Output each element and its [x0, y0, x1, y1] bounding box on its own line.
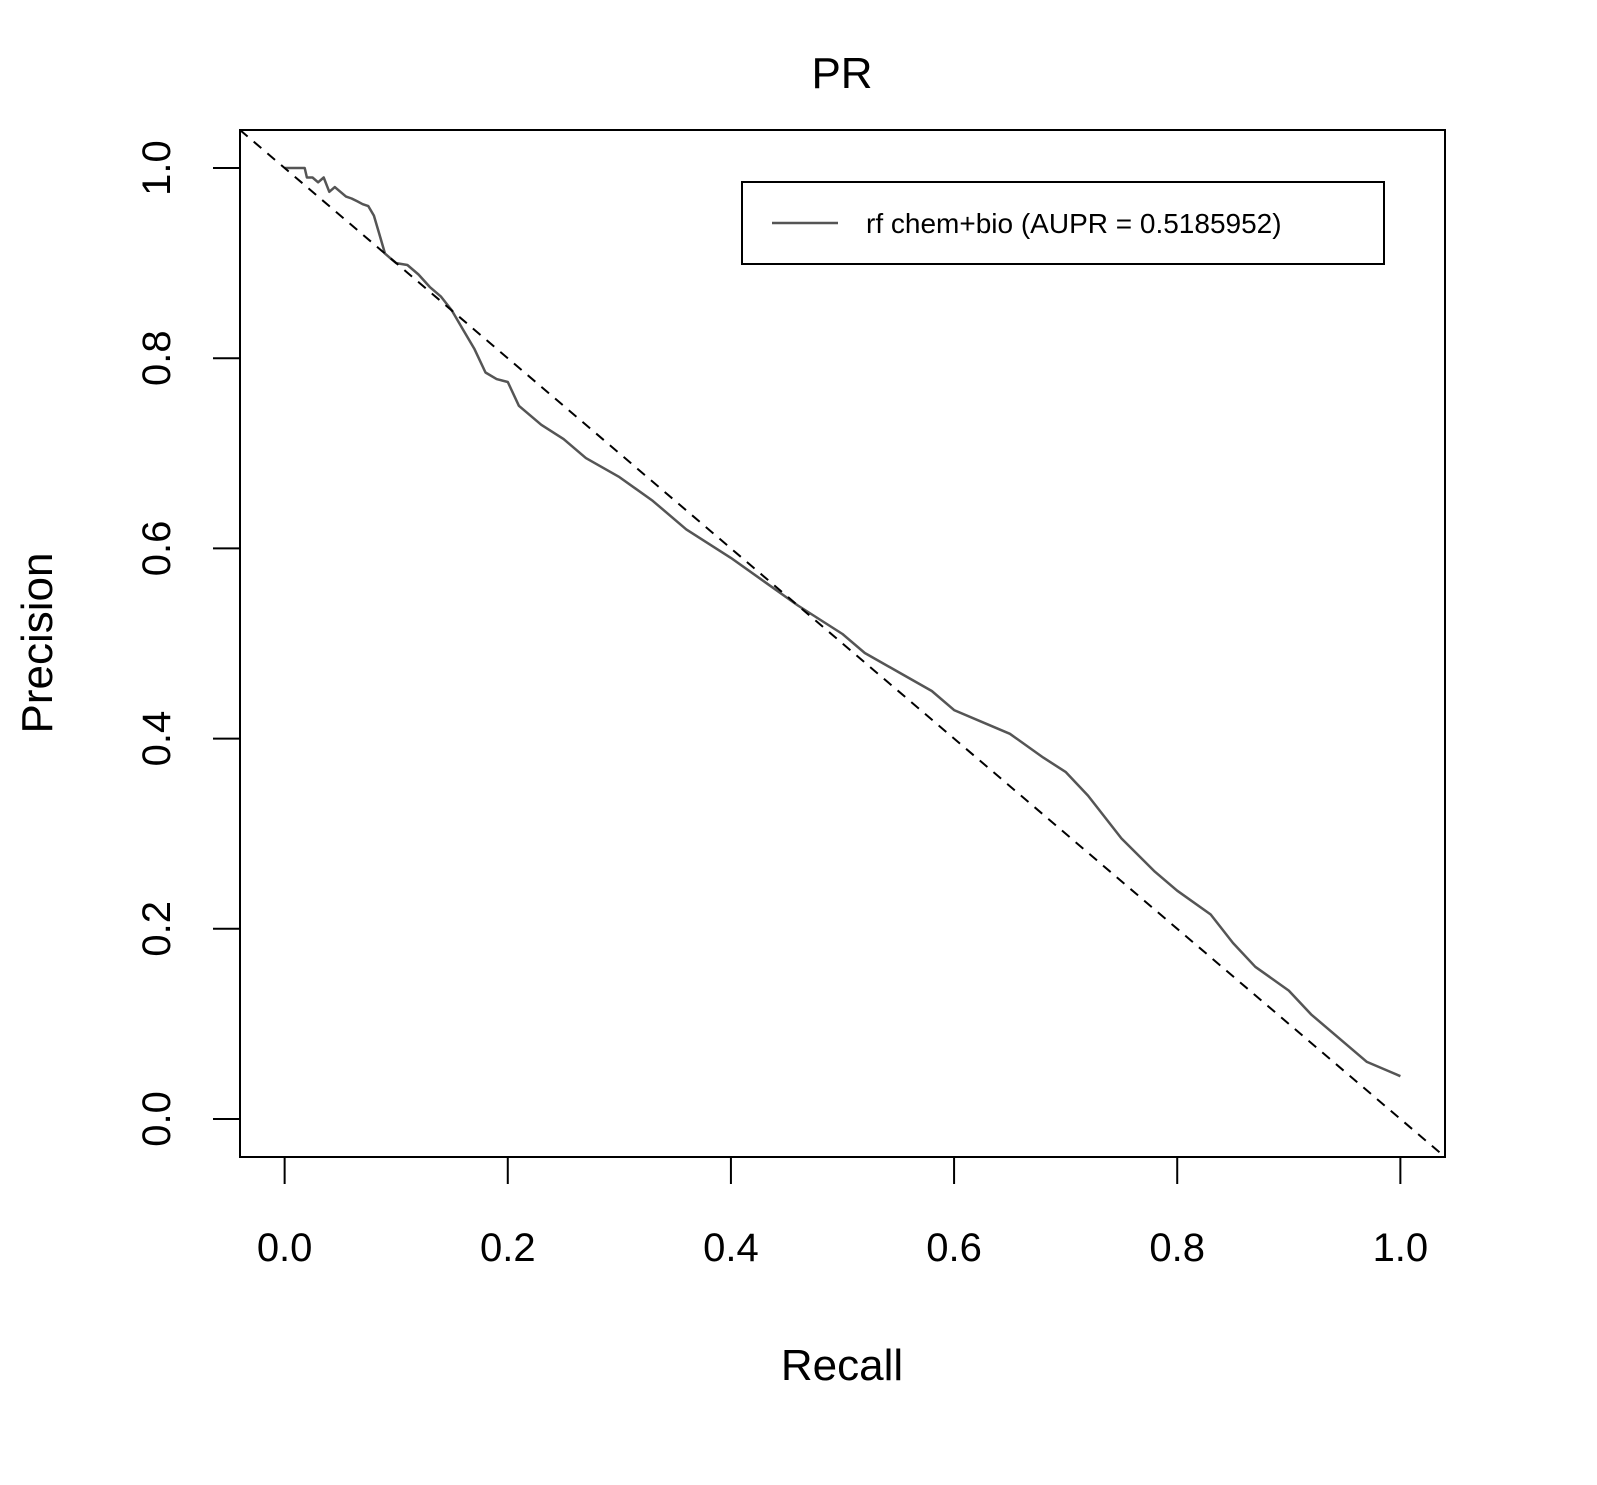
y-axis: 0.0 0.2 0.4 0.6 0.8 1.0 — [135, 140, 241, 1147]
legend-box — [741, 181, 1385, 265]
pr-curve-line — [284, 166, 1401, 1078]
y-axis-title: Precision — [13, 553, 62, 734]
x-axis-title: Recall — [781, 1341, 903, 1390]
series-layer — [239, 129, 1446, 1158]
chart-title: PR — [811, 49, 872, 98]
x-tick-label: 0.6 — [926, 1226, 982, 1270]
y-tick-label: 0.8 — [135, 330, 179, 386]
y-tick-label: 0.4 — [135, 711, 179, 767]
x-tick-label: 0.2 — [480, 1226, 536, 1270]
legend-label: rf chem+bio (AUPR = 0.5185952) — [866, 208, 1282, 239]
x-tick-label: 0.0 — [257, 1226, 313, 1270]
y-tick-label: 0.6 — [135, 521, 179, 577]
x-tick-label: 1.0 — [1373, 1226, 1429, 1270]
x-axis: 0.0 0.2 0.4 0.6 0.8 1.0 — [257, 1156, 1429, 1270]
y-tick-label: 0.2 — [135, 901, 179, 957]
y-tick-label: 1.0 — [135, 140, 179, 196]
x-tick-label: 0.8 — [1149, 1226, 1205, 1270]
y-tick-label: 0.0 — [135, 1091, 179, 1147]
legend: rf chem+bio (AUPR = 0.5185952) — [741, 181, 1385, 265]
baseline-dashed-line — [239, 129, 1446, 1158]
x-tick-label: 0.4 — [703, 1226, 759, 1270]
